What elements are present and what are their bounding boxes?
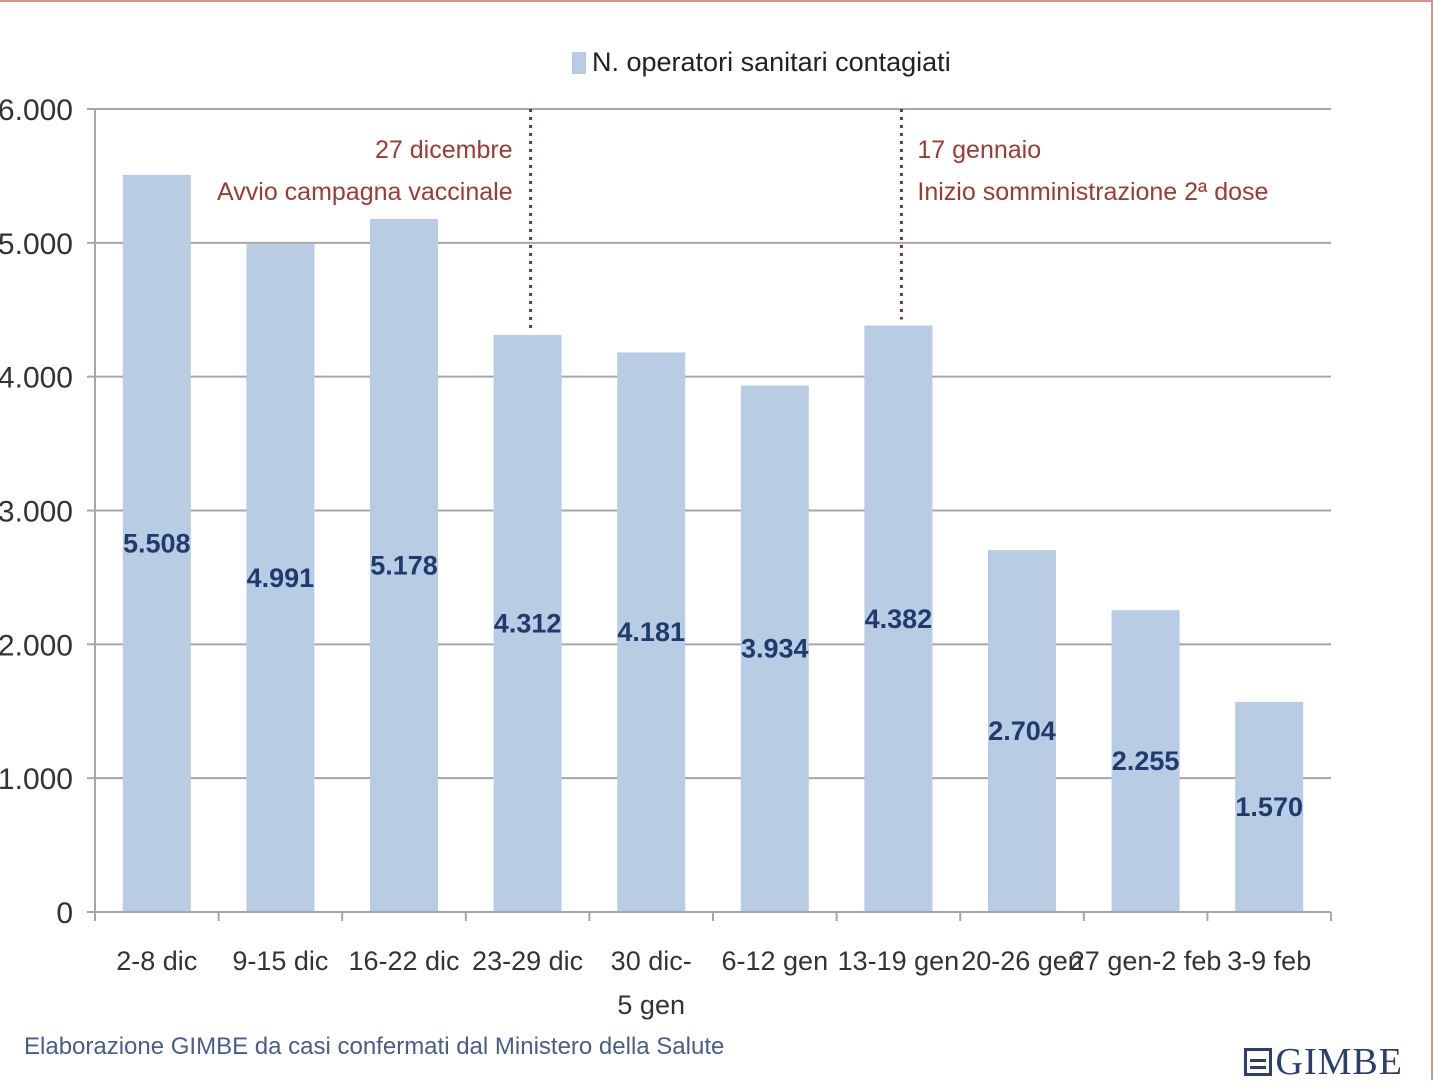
bar: [1235, 701, 1304, 912]
annotation-text: 17 gennaio: [917, 136, 1041, 164]
x-tick-label: 27 gen-2 feb: [1070, 946, 1222, 976]
gimbe-logo-text: GIMBE: [1275, 1041, 1403, 1083]
bar: [1111, 610, 1180, 912]
annotations: 27 dicembre Avvio campagna vaccinale 17 ge…: [217, 109, 1268, 329]
legend-label: N. operatori sanitari contagiati: [592, 47, 951, 77]
bar: [988, 550, 1056, 912]
y-tick-label: 2.000: [0, 629, 73, 662]
data-label: 2.704: [988, 716, 1056, 746]
x-tick-label: 13-19 gen: [838, 946, 960, 976]
y-tick-label: 6.000: [0, 94, 73, 127]
data-label: 5.508: [123, 528, 191, 558]
gimbe-logo-icon: [1243, 1048, 1272, 1076]
bar: [246, 244, 315, 912]
bars: 5.508 4.991 5.178 4.312 4.181 3.934 4.382 2.704…: [122, 174, 1304, 913]
data-label: 2.255: [1112, 746, 1180, 776]
x-tick-label: 30 dic-: [611, 946, 692, 976]
bar-chart: N. operatori sanitari contagiati 0 1.000 2…: [0, 47, 1332, 1020]
bar: [370, 219, 438, 913]
annotation-text: 27 dicembre: [375, 136, 513, 164]
y-tick-label: 3.000: [0, 496, 73, 529]
source-note: Elaborazione GIMBE da casi confermati da…: [24, 1033, 725, 1060]
data-label: 5.178: [370, 551, 438, 581]
x-tick-label: 20-26 gen: [961, 946, 1083, 976]
data-label: 1.570: [1235, 792, 1303, 822]
y-tick-label: 5.000: [0, 228, 73, 261]
bar: [122, 174, 191, 912]
x-tick-label: 16-22 dic: [348, 946, 459, 976]
y-tick-label: 1.000: [0, 763, 73, 796]
legend: N. operatori sanitari contagiati: [572, 47, 951, 77]
x-tick-label: 6-12 gen: [722, 946, 829, 976]
data-label: 4.991: [247, 563, 315, 593]
bar: [493, 334, 562, 913]
bar: [617, 352, 686, 912]
x-axis: 2-8 dic 9-15 dic 16-22 dic 23-29 dic 30 dic-…: [94, 911, 1332, 1020]
bar: [864, 325, 933, 912]
x-tick-label: 5 gen: [617, 990, 685, 1020]
y-axis: 0 1.000 2.000 3.000 4.000 5.000 6.000: [0, 94, 96, 930]
data-label: 4.181: [617, 617, 685, 647]
data-label: 4.382: [865, 604, 933, 634]
y-tick-label: 4.000: [0, 362, 73, 395]
x-tick-label: 9-15 dic: [232, 946, 328, 976]
annotation-text: Avvio campagna vaccinale: [217, 178, 513, 206]
bar: [740, 385, 809, 913]
legend-swatch: [572, 52, 586, 74]
x-tick-label: 3-9 feb: [1227, 946, 1311, 976]
data-label: 3.934: [741, 634, 809, 664]
y-tick-label: 0: [56, 897, 73, 930]
x-tick-label: 23-29 dic: [472, 946, 583, 976]
annotation-text: Inizio somministrazione 2ª dose: [917, 178, 1268, 206]
gimbe-logo: GIMBE: [1243, 1040, 1403, 1084]
x-tick-label: 2-8 dic: [116, 946, 197, 976]
data-label: 4.312: [494, 608, 562, 638]
